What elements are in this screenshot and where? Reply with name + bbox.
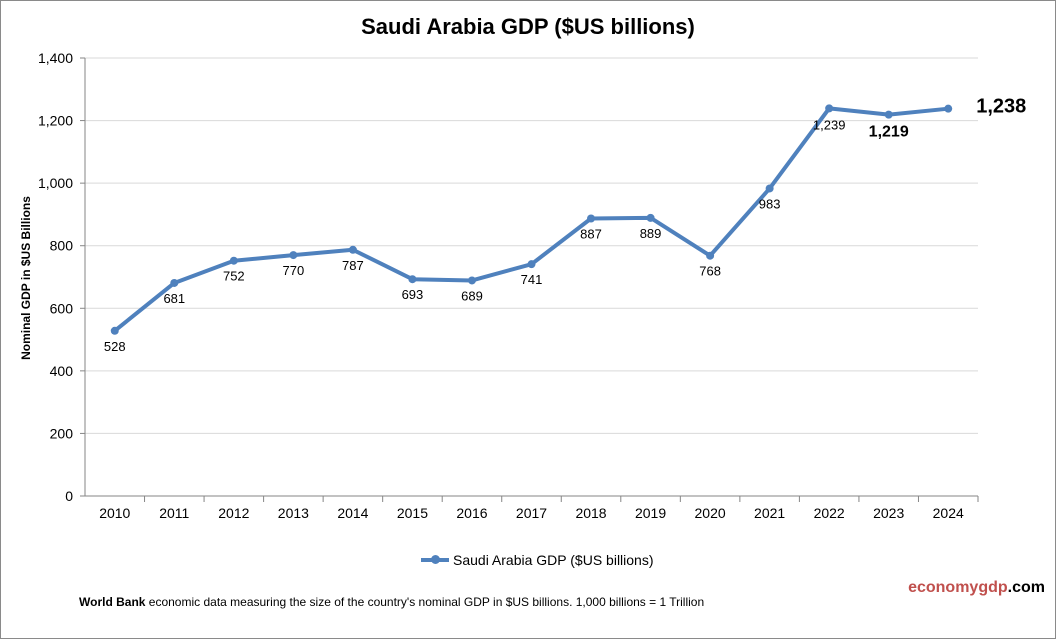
data-point	[467, 276, 476, 285]
y-tick-label: 400	[50, 363, 74, 379]
data-point	[408, 275, 417, 284]
data-label: 889	[640, 226, 662, 241]
data-label: 752	[223, 269, 245, 284]
data-point	[289, 251, 298, 260]
x-tick-label: 2011	[159, 505, 189, 521]
data-label: 768	[699, 264, 721, 279]
data-point	[646, 213, 655, 222]
brand-logo[interactable]: economygdp.com	[908, 579, 1045, 597]
data-point	[587, 214, 596, 223]
data-point	[170, 278, 179, 287]
y-tick-label: 1,000	[38, 175, 73, 191]
brand-part2: gdp	[978, 579, 1008, 596]
data-label: 887	[580, 226, 602, 241]
data-label: 528	[104, 339, 126, 354]
data-point	[706, 251, 715, 260]
data-point	[110, 326, 119, 335]
y-tick-label: 600	[50, 300, 74, 316]
y-tick-label: 200	[50, 425, 74, 441]
chart-title: Saudi Arabia GDP ($US billions)	[361, 14, 695, 39]
x-tick-label: 2016	[456, 505, 487, 521]
x-tick-label: 2012	[218, 505, 249, 521]
data-label: 681	[163, 291, 185, 306]
source-name: World Bank	[79, 595, 146, 609]
data-label: 693	[402, 287, 424, 302]
data-label: 1,238	[976, 96, 1026, 118]
data-point	[229, 256, 238, 265]
legend-label: Saudi Arabia GDP ($US billions)	[453, 552, 654, 568]
x-tick-label: 2013	[278, 505, 309, 521]
y-tick-label: 1,400	[38, 50, 73, 66]
x-tick-label: 2017	[516, 505, 547, 521]
x-tick-label: 2018	[575, 505, 606, 521]
data-label: 1,239	[813, 117, 846, 132]
x-tick-label: 2021	[754, 505, 785, 521]
x-tick-label: 2024	[933, 505, 964, 521]
x-tick-label: 2019	[635, 505, 666, 521]
data-label: 741	[521, 272, 543, 287]
x-tick-label: 2022	[814, 505, 845, 521]
data-label: 983	[759, 196, 781, 211]
x-tick-label: 2015	[397, 505, 428, 521]
brand-part1: economy	[908, 579, 979, 596]
y-tick-label: 0	[65, 488, 73, 504]
data-label: 1,219	[869, 124, 909, 141]
data-label: 770	[283, 263, 305, 278]
data-label: 787	[342, 258, 364, 273]
x-tick-label: 2010	[99, 505, 130, 521]
y-tick-label: 1,200	[38, 113, 73, 129]
source-text: economic data measuring the size of the …	[145, 595, 705, 609]
x-tick-label: 2014	[337, 505, 368, 521]
data-point	[348, 245, 357, 254]
brand-part3: .com	[1007, 579, 1045, 596]
data-point	[884, 110, 893, 119]
x-tick-label: 2020	[695, 505, 726, 521]
data-label: 689	[461, 288, 483, 303]
legend: Saudi Arabia GDP ($US billions)	[421, 552, 654, 568]
y-tick-label: 800	[50, 238, 74, 254]
data-point	[825, 104, 834, 113]
data-point	[765, 184, 774, 193]
data-point	[944, 104, 953, 113]
series-line	[113, 106, 949, 333]
data-point	[527, 260, 536, 269]
footer-note: World Bank economic data measuring the s…	[79, 595, 704, 609]
x-tick-label: 2023	[873, 505, 904, 521]
legend-marker	[421, 555, 449, 564]
